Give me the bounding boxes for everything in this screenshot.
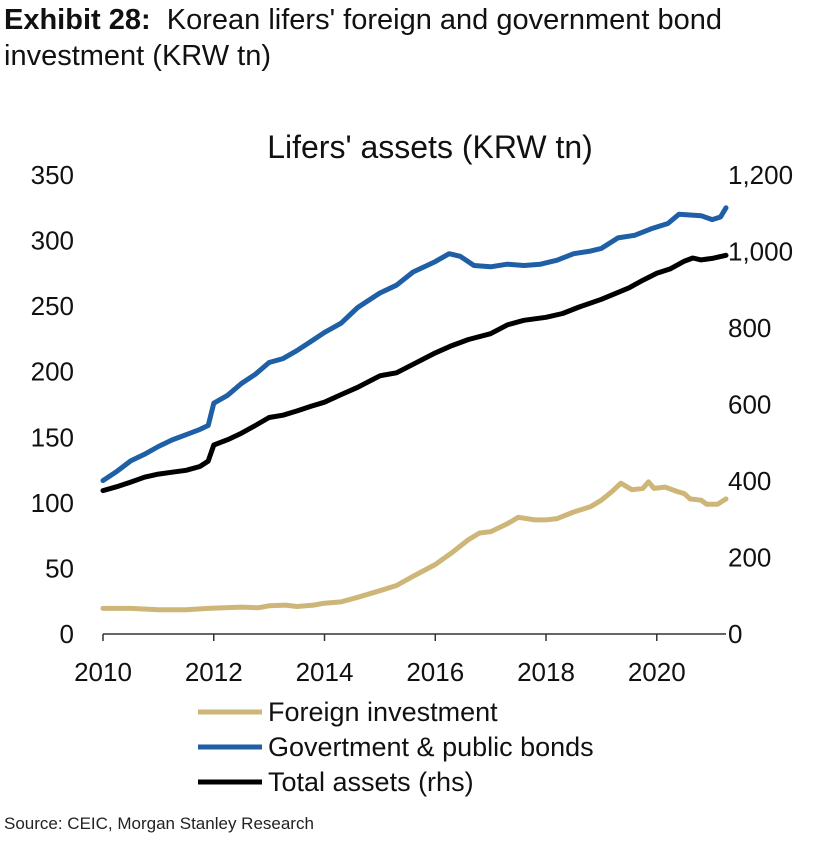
x-tick-label: 2010 <box>74 657 132 687</box>
y-right-tick-label: 400 <box>728 466 771 496</box>
source-note: Source: CEIC, Morgan Stanley Research <box>4 814 314 833</box>
exhibit-number: Exhibit 28: <box>4 4 151 36</box>
x-tick-label: 2020 <box>628 657 686 687</box>
y-right-tick-label: 1,000 <box>728 237 793 267</box>
y-left-tick-label: 300 <box>31 226 74 256</box>
series-line <box>100 252 729 494</box>
axes: 2010 2012 2014 2016 2018 2020 0 50 100 150 200 250 3… <box>31 160 793 687</box>
y-left-tick-label: 350 <box>31 160 74 190</box>
y-right-tick-label: 200 <box>728 543 771 573</box>
y-left-tick-label: 200 <box>31 357 74 387</box>
y-left-tick-label: 0 <box>60 619 74 649</box>
y-right-tick-label: 1,200 <box>728 160 793 190</box>
legend-label: Govertment & public bonds <box>268 732 594 762</box>
legend-label: Foreign investment <box>268 697 498 727</box>
exhibit-header: Exhibit 28: Korean lifers' foreign and g… <box>4 2 819 74</box>
y-right-tick-label: 600 <box>728 390 771 420</box>
exhibit-title: Korean lifers' foreign and government bo… <box>4 4 723 72</box>
y-left-tick-label: 50 <box>45 553 74 583</box>
chart-title: Lifers' assets (KRW tn) <box>267 129 593 165</box>
x-tick-label: 2012 <box>185 657 243 687</box>
y-left-tick-label: 250 <box>31 291 74 321</box>
legend: Foreign investment Govertment & public bo… <box>198 697 594 797</box>
y-right-tick-label: 800 <box>728 313 771 343</box>
x-tick-label: 2018 <box>517 657 575 687</box>
y-left-tick-label: 150 <box>31 422 74 452</box>
y-left-tick-label: 100 <box>31 488 74 518</box>
x-tick-label: 2016 <box>406 657 464 687</box>
series-line <box>100 479 729 613</box>
x-tick-label: 2014 <box>296 657 354 687</box>
series-line <box>100 205 729 484</box>
y-right-tick-label: 0 <box>728 619 742 649</box>
series-lines <box>100 205 729 613</box>
legend-label: Total assets (rhs) <box>268 767 474 797</box>
